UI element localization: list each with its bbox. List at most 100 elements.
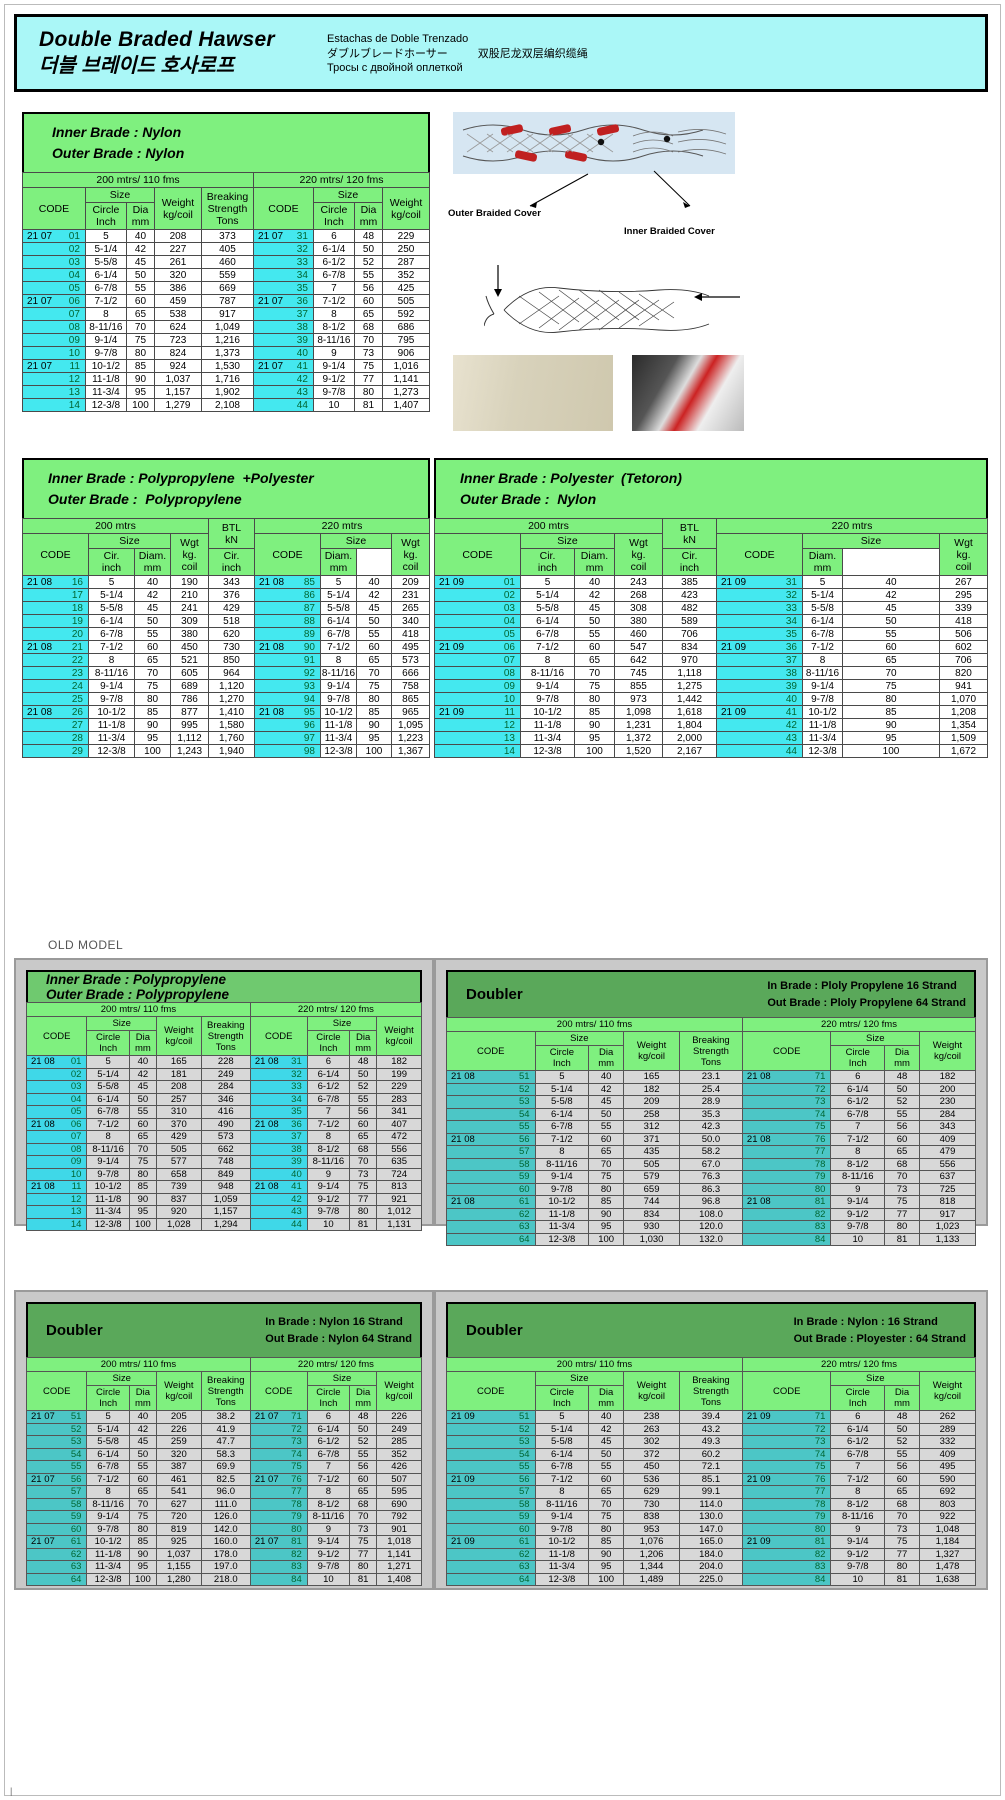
code-cell-left[interactable]: 57 bbox=[446, 1145, 536, 1159]
code-cell-left[interactable]: 21 08 21 bbox=[22, 640, 89, 654]
code-cell-right[interactable]: 21 07 31 bbox=[253, 229, 314, 243]
code-cell-right[interactable]: 21 08 41 bbox=[249, 1180, 308, 1194]
code-cell-left[interactable]: 60 bbox=[446, 1522, 536, 1536]
code-cell-left[interactable]: 21 08 56 bbox=[446, 1132, 536, 1146]
code-cell-left[interactable]: 63 bbox=[446, 1560, 536, 1574]
code-cell-right[interactable]: 82 bbox=[741, 1547, 832, 1561]
code-cell-right[interactable]: 89 bbox=[254, 627, 321, 641]
code-cell-right[interactable]: 77 bbox=[741, 1145, 832, 1159]
code-cell-right[interactable]: 21 08 76 bbox=[741, 1132, 832, 1146]
code-cell-right[interactable]: 78 bbox=[249, 1497, 308, 1511]
code-cell-right[interactable]: 21 09 36 bbox=[716, 640, 803, 654]
code-cell-right[interactable]: 42 bbox=[716, 718, 803, 732]
code-cell-right[interactable]: 97 bbox=[254, 731, 321, 745]
code-cell-right[interactable]: 80 bbox=[741, 1182, 832, 1196]
code-cell-left[interactable]: 57 bbox=[446, 1485, 536, 1499]
code-cell-left[interactable]: 02 bbox=[25, 1067, 88, 1081]
code-cell-right[interactable]: 77 bbox=[741, 1485, 832, 1499]
code-cell-left[interactable]: 63 bbox=[25, 1560, 88, 1574]
code-cell-left[interactable]: 21 09 56 bbox=[446, 1472, 536, 1486]
code-cell-right[interactable]: 32 bbox=[253, 242, 314, 256]
code-cell-left[interactable]: 04 bbox=[25, 1092, 88, 1106]
code-cell-left[interactable]: 21 09 01 bbox=[434, 575, 521, 589]
code-cell-right[interactable]: 72 bbox=[249, 1422, 308, 1436]
code-cell-left[interactable]: 10 bbox=[434, 692, 521, 706]
code-cell-right[interactable]: 34 bbox=[249, 1092, 308, 1106]
code-cell-right[interactable]: 78 bbox=[741, 1157, 832, 1171]
code-cell-left[interactable]: 21 08 26 bbox=[22, 705, 89, 719]
code-cell-left[interactable]: 59 bbox=[446, 1510, 536, 1524]
code-cell-right[interactable]: 83 bbox=[741, 1560, 832, 1574]
code-cell-right[interactable]: 78 bbox=[741, 1497, 832, 1511]
code-cell-left[interactable]: 62 bbox=[446, 1547, 536, 1561]
code-cell-right[interactable]: 79 bbox=[741, 1170, 832, 1184]
code-cell-left[interactable]: 55 bbox=[25, 1460, 88, 1474]
code-cell-left[interactable]: 21 09 51 bbox=[446, 1410, 536, 1424]
code-cell-left[interactable]: 27 bbox=[22, 718, 89, 732]
code-cell-right[interactable]: 37 bbox=[253, 307, 314, 321]
code-cell-left[interactable]: 64 bbox=[25, 1572, 88, 1586]
code-cell-left[interactable]: 53 bbox=[446, 1435, 536, 1449]
code-cell-left[interactable]: 55 bbox=[446, 1460, 536, 1474]
code-cell-left[interactable]: 05 bbox=[22, 281, 86, 295]
code-cell-left[interactable]: 08 bbox=[434, 666, 521, 680]
code-cell-right[interactable]: 33 bbox=[253, 255, 314, 269]
code-cell-left[interactable]: 21 08 11 bbox=[25, 1180, 88, 1194]
code-cell-right[interactable]: 42 bbox=[253, 372, 314, 386]
code-cell-left[interactable]: 58 bbox=[446, 1157, 536, 1171]
code-cell-left[interactable]: 21 08 61 bbox=[446, 1195, 536, 1209]
code-cell-right[interactable]: 98 bbox=[254, 744, 321, 758]
code-cell-right[interactable]: 38 bbox=[716, 666, 803, 680]
code-cell-right[interactable]: 72 bbox=[741, 1082, 832, 1096]
code-cell-right[interactable]: 40 bbox=[253, 346, 314, 360]
code-cell-right[interactable]: 34 bbox=[253, 268, 314, 282]
code-cell-left[interactable]: 09 bbox=[22, 333, 86, 347]
code-cell-left[interactable]: 63 bbox=[446, 1220, 536, 1234]
code-cell-right[interactable]: 21 08 90 bbox=[254, 640, 321, 654]
code-cell-right[interactable]: 21 08 36 bbox=[249, 1117, 308, 1131]
code-cell-right[interactable]: 39 bbox=[716, 679, 803, 693]
code-cell-left[interactable]: 23 bbox=[22, 666, 89, 680]
code-cell-left[interactable]: 21 08 16 bbox=[22, 575, 89, 589]
code-cell-left[interactable]: 21 09 61 bbox=[446, 1535, 536, 1549]
code-cell-left[interactable]: 58 bbox=[25, 1497, 88, 1511]
code-cell-left[interactable]: 18 bbox=[22, 601, 89, 615]
code-cell-left[interactable]: 60 bbox=[446, 1182, 536, 1196]
code-cell-right[interactable]: 84 bbox=[249, 1572, 308, 1586]
code-cell-left[interactable]: 05 bbox=[25, 1105, 88, 1119]
code-cell-right[interactable]: 77 bbox=[249, 1485, 308, 1499]
code-cell-left[interactable]: 07 bbox=[25, 1130, 88, 1144]
code-cell-left[interactable]: 12 bbox=[25, 1192, 88, 1206]
code-cell-left[interactable]: 10 bbox=[25, 1167, 88, 1181]
code-cell-left[interactable]: 13 bbox=[22, 385, 86, 399]
code-cell-right[interactable]: 21 07 76 bbox=[249, 1472, 308, 1486]
code-cell-right[interactable]: 79 bbox=[741, 1510, 832, 1524]
code-cell-right[interactable]: 40 bbox=[716, 692, 803, 706]
code-cell-right[interactable]: 93 bbox=[254, 679, 321, 693]
code-cell-right[interactable]: 21 07 36 bbox=[253, 294, 314, 308]
code-cell-left[interactable]: 21 07 01 bbox=[22, 229, 86, 243]
code-cell-right[interactable]: 39 bbox=[253, 333, 314, 347]
code-cell-right[interactable]: 92 bbox=[254, 666, 321, 680]
code-cell-right[interactable]: 80 bbox=[249, 1522, 308, 1536]
code-cell-right[interactable]: 94 bbox=[254, 692, 321, 706]
code-cell-right[interactable]: 72 bbox=[741, 1422, 832, 1436]
code-cell-right[interactable]: 32 bbox=[716, 588, 803, 602]
code-cell-left[interactable]: 21 09 11 bbox=[434, 705, 521, 719]
code-cell-left[interactable]: 28 bbox=[22, 731, 89, 745]
code-cell-left[interactable]: 21 07 11 bbox=[22, 359, 86, 373]
code-cell-right[interactable]: 42 bbox=[249, 1192, 308, 1206]
code-cell-left[interactable]: 12 bbox=[22, 372, 86, 386]
code-cell-left[interactable]: 04 bbox=[22, 268, 86, 282]
code-cell-right[interactable]: 40 bbox=[249, 1167, 308, 1181]
code-cell-left[interactable]: 03 bbox=[25, 1080, 88, 1094]
code-cell-left[interactable]: 21 08 06 bbox=[25, 1117, 88, 1131]
code-cell-right[interactable]: 21 08 85 bbox=[254, 575, 321, 589]
code-cell-right[interactable]: 21 08 95 bbox=[254, 705, 321, 719]
code-cell-left[interactable]: 59 bbox=[446, 1170, 536, 1184]
code-cell-right[interactable]: 44 bbox=[716, 744, 803, 758]
code-cell-right[interactable]: 21 09 81 bbox=[741, 1535, 832, 1549]
code-cell-right[interactable]: 21 07 41 bbox=[253, 359, 314, 373]
code-cell-left[interactable]: 54 bbox=[446, 1107, 536, 1121]
code-cell-left[interactable]: 60 bbox=[25, 1522, 88, 1536]
